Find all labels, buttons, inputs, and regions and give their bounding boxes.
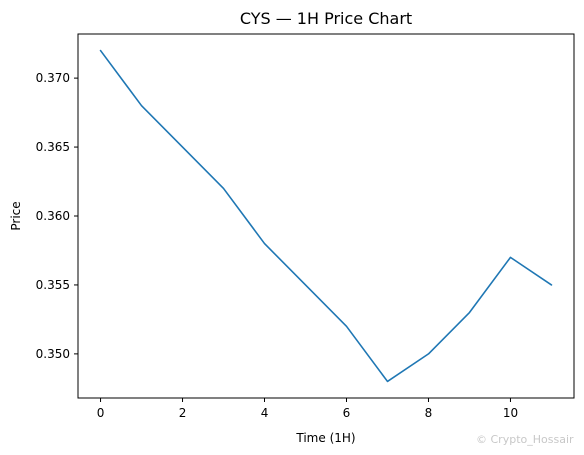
y-tick-label: 0.360 [36, 209, 70, 223]
x-axis-label: Time (1H) [295, 431, 355, 445]
chart-title: CYS — 1H Price Chart [240, 9, 412, 28]
x-tick-label: 8 [425, 406, 433, 420]
y-axis-label: Price [9, 201, 23, 230]
x-tick-label: 10 [503, 406, 518, 420]
watermark-text: © Crypto_Hossair [476, 433, 574, 446]
y-tick-label: 0.370 [36, 71, 70, 85]
series-line-0 [99, 49, 553, 383]
x-tick-label: 0 [97, 406, 105, 420]
y-tick-label: 0.350 [36, 347, 70, 361]
x-axis-ticks: 0 2 4 6 8 10 [97, 398, 518, 420]
watermark: © Crypto_Hossair [476, 433, 574, 446]
series-group [99, 49, 553, 383]
x-tick-label: 4 [261, 406, 269, 420]
y-tick-label: 0.365 [36, 140, 70, 154]
y-tick-label: 0.355 [36, 278, 70, 292]
y-axis-ticks: 0.350 0.355 0.360 0.365 0.370 [36, 71, 78, 361]
x-tick-label: 2 [179, 406, 187, 420]
x-tick-label: 6 [343, 406, 351, 420]
